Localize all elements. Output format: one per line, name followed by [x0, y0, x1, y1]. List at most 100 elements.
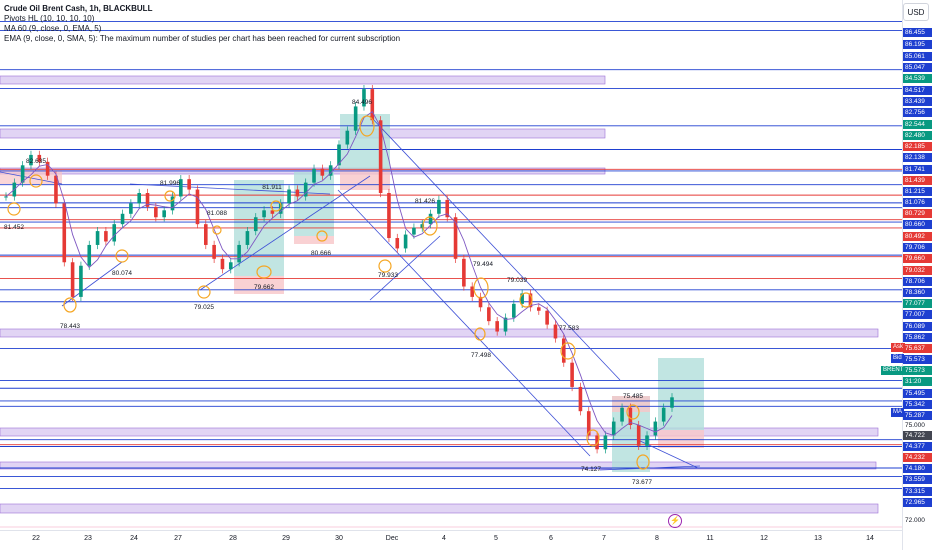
- candle-body: [220, 258, 225, 270]
- price-label: 75.342: [903, 400, 932, 409]
- symbol-title[interactable]: Crude Oil Brent Cash, 1h, BLACKBULL: [4, 4, 153, 13]
- candle-body: [512, 303, 516, 318]
- candle-body: [195, 189, 200, 225]
- candle-body: [403, 234, 408, 249]
- price-label: 82.138: [903, 153, 932, 162]
- pivot-circle: [378, 259, 392, 273]
- price-label: 75.287: [903, 411, 932, 420]
- pivot-circle: [636, 454, 650, 470]
- candle-body: [112, 224, 117, 242]
- candle-body: [428, 213, 433, 225]
- candle-body: [462, 258, 466, 287]
- price-label: 75.573: [903, 355, 932, 364]
- candle-body: [287, 189, 291, 204]
- candle-body: [395, 238, 400, 249]
- demand-zone: [0, 461, 877, 470]
- price-label: 74.377: [903, 442, 932, 451]
- time-label: Dec: [385, 535, 399, 542]
- candle-body: [179, 179, 183, 197]
- pivot-circle: [586, 429, 600, 447]
- price-label: 72.965: [903, 498, 932, 507]
- ask-tag: Ask: [891, 343, 906, 352]
- short-position-loss: [340, 170, 390, 190]
- pivot-annotation: 80.666: [311, 250, 331, 257]
- long-position-profit: [658, 358, 704, 430]
- pivots-indicator[interactable]: Pivots HL (10, 10, 10, 10): [4, 14, 95, 23]
- pivot-annotation: 79.039: [507, 277, 527, 284]
- pivot-annotation: 79.933: [378, 272, 398, 279]
- price-label: 84.539: [903, 74, 932, 83]
- ma-indicator[interactable]: MA 60 (9, close, 0, EMA, 5): [4, 24, 102, 33]
- ema-indicator[interactable]: EMA (9, close, 0, SMA, 5): The maximum n…: [4, 34, 401, 43]
- long-position-loss: [294, 236, 334, 244]
- time-label: 27: [174, 535, 182, 542]
- candle-body: [70, 262, 75, 297]
- candle-body: [653, 421, 658, 436]
- candle-body: [312, 168, 316, 183]
- candle-body: [95, 231, 100, 245]
- candle-body: [495, 321, 499, 332]
- price-label: 74.180: [903, 464, 932, 473]
- pivot-annotation: 81.088: [207, 210, 227, 217]
- candle-body: [104, 231, 108, 242]
- candle-body: [237, 244, 241, 263]
- price-label: 82.480: [903, 131, 932, 140]
- candle-body: [487, 307, 491, 322]
- time-axis[interactable]: [0, 530, 902, 551]
- time-label: 29: [282, 535, 290, 542]
- long-position-loss: [658, 430, 704, 448]
- candle-body: [337, 144, 341, 166]
- price-label: 80.729: [903, 209, 932, 218]
- time-label: 6: [549, 535, 553, 542]
- pivot-circle: [474, 327, 486, 341]
- time-label: 30: [335, 535, 343, 542]
- lightning-icon[interactable]: ⚡: [668, 514, 682, 528]
- price-label: 86.455: [903, 28, 932, 37]
- pivot-circle: [197, 285, 211, 299]
- time-label: 5: [494, 535, 498, 542]
- pivot-annotation: 81.452: [4, 224, 24, 231]
- price-label: 31:20: [903, 377, 932, 386]
- candle-body: [628, 407, 633, 426]
- price-label: 79.660: [903, 254, 932, 263]
- pivot-annotation: 73.677: [632, 479, 652, 486]
- trend-line: [337, 189, 591, 457]
- candle-body: [620, 407, 624, 422]
- chart-legend: Crude Oil Brent Cash, 1h, BLACKBULL Pivo…: [4, 4, 400, 44]
- price-chart[interactable]: [0, 0, 902, 530]
- price-label: 81.741: [903, 165, 932, 174]
- price-label: 85.061: [903, 52, 932, 61]
- pivot-circle: [422, 216, 438, 236]
- candle-body: [45, 161, 50, 176]
- pivot-circle: [473, 277, 489, 299]
- trend-line: [369, 235, 441, 301]
- currency-button[interactable]: USD: [903, 3, 929, 21]
- pivot-circle: [270, 200, 282, 212]
- candle-body: [120, 213, 125, 225]
- ma-60-line: [5, 110, 673, 436]
- trend-line: [199, 175, 371, 291]
- candle-body: [154, 206, 158, 218]
- pivot-annotation: 79.025: [194, 304, 214, 311]
- candle-body: [478, 296, 483, 308]
- candle-body: [570, 362, 574, 387]
- chart-area[interactable]: Crude Oil Brent Cash, 1h, BLACKBULL Pivo…: [0, 0, 902, 550]
- candle-body: [586, 411, 591, 436]
- candle-body: [528, 293, 533, 308]
- time-label: 23: [84, 535, 92, 542]
- pivot-annotation: 80.074: [112, 270, 132, 277]
- candle-body: [578, 386, 583, 412]
- candle-body: [328, 165, 333, 176]
- candle-body: [204, 224, 208, 245]
- price-label: 74.722: [903, 431, 932, 440]
- price-label: 84.517: [903, 86, 932, 95]
- candle-body: [245, 231, 250, 245]
- demand-zone: [0, 427, 879, 437]
- price-label: 82.756: [903, 108, 932, 117]
- pivot-annotation: 77.583: [559, 325, 579, 332]
- candle-body: [170, 196, 175, 211]
- candle-body: [545, 310, 549, 325]
- pivot-annotation: 81.996: [160, 180, 180, 187]
- price-axis[interactable]: [902, 0, 932, 550]
- price-label: 78.706: [903, 277, 932, 286]
